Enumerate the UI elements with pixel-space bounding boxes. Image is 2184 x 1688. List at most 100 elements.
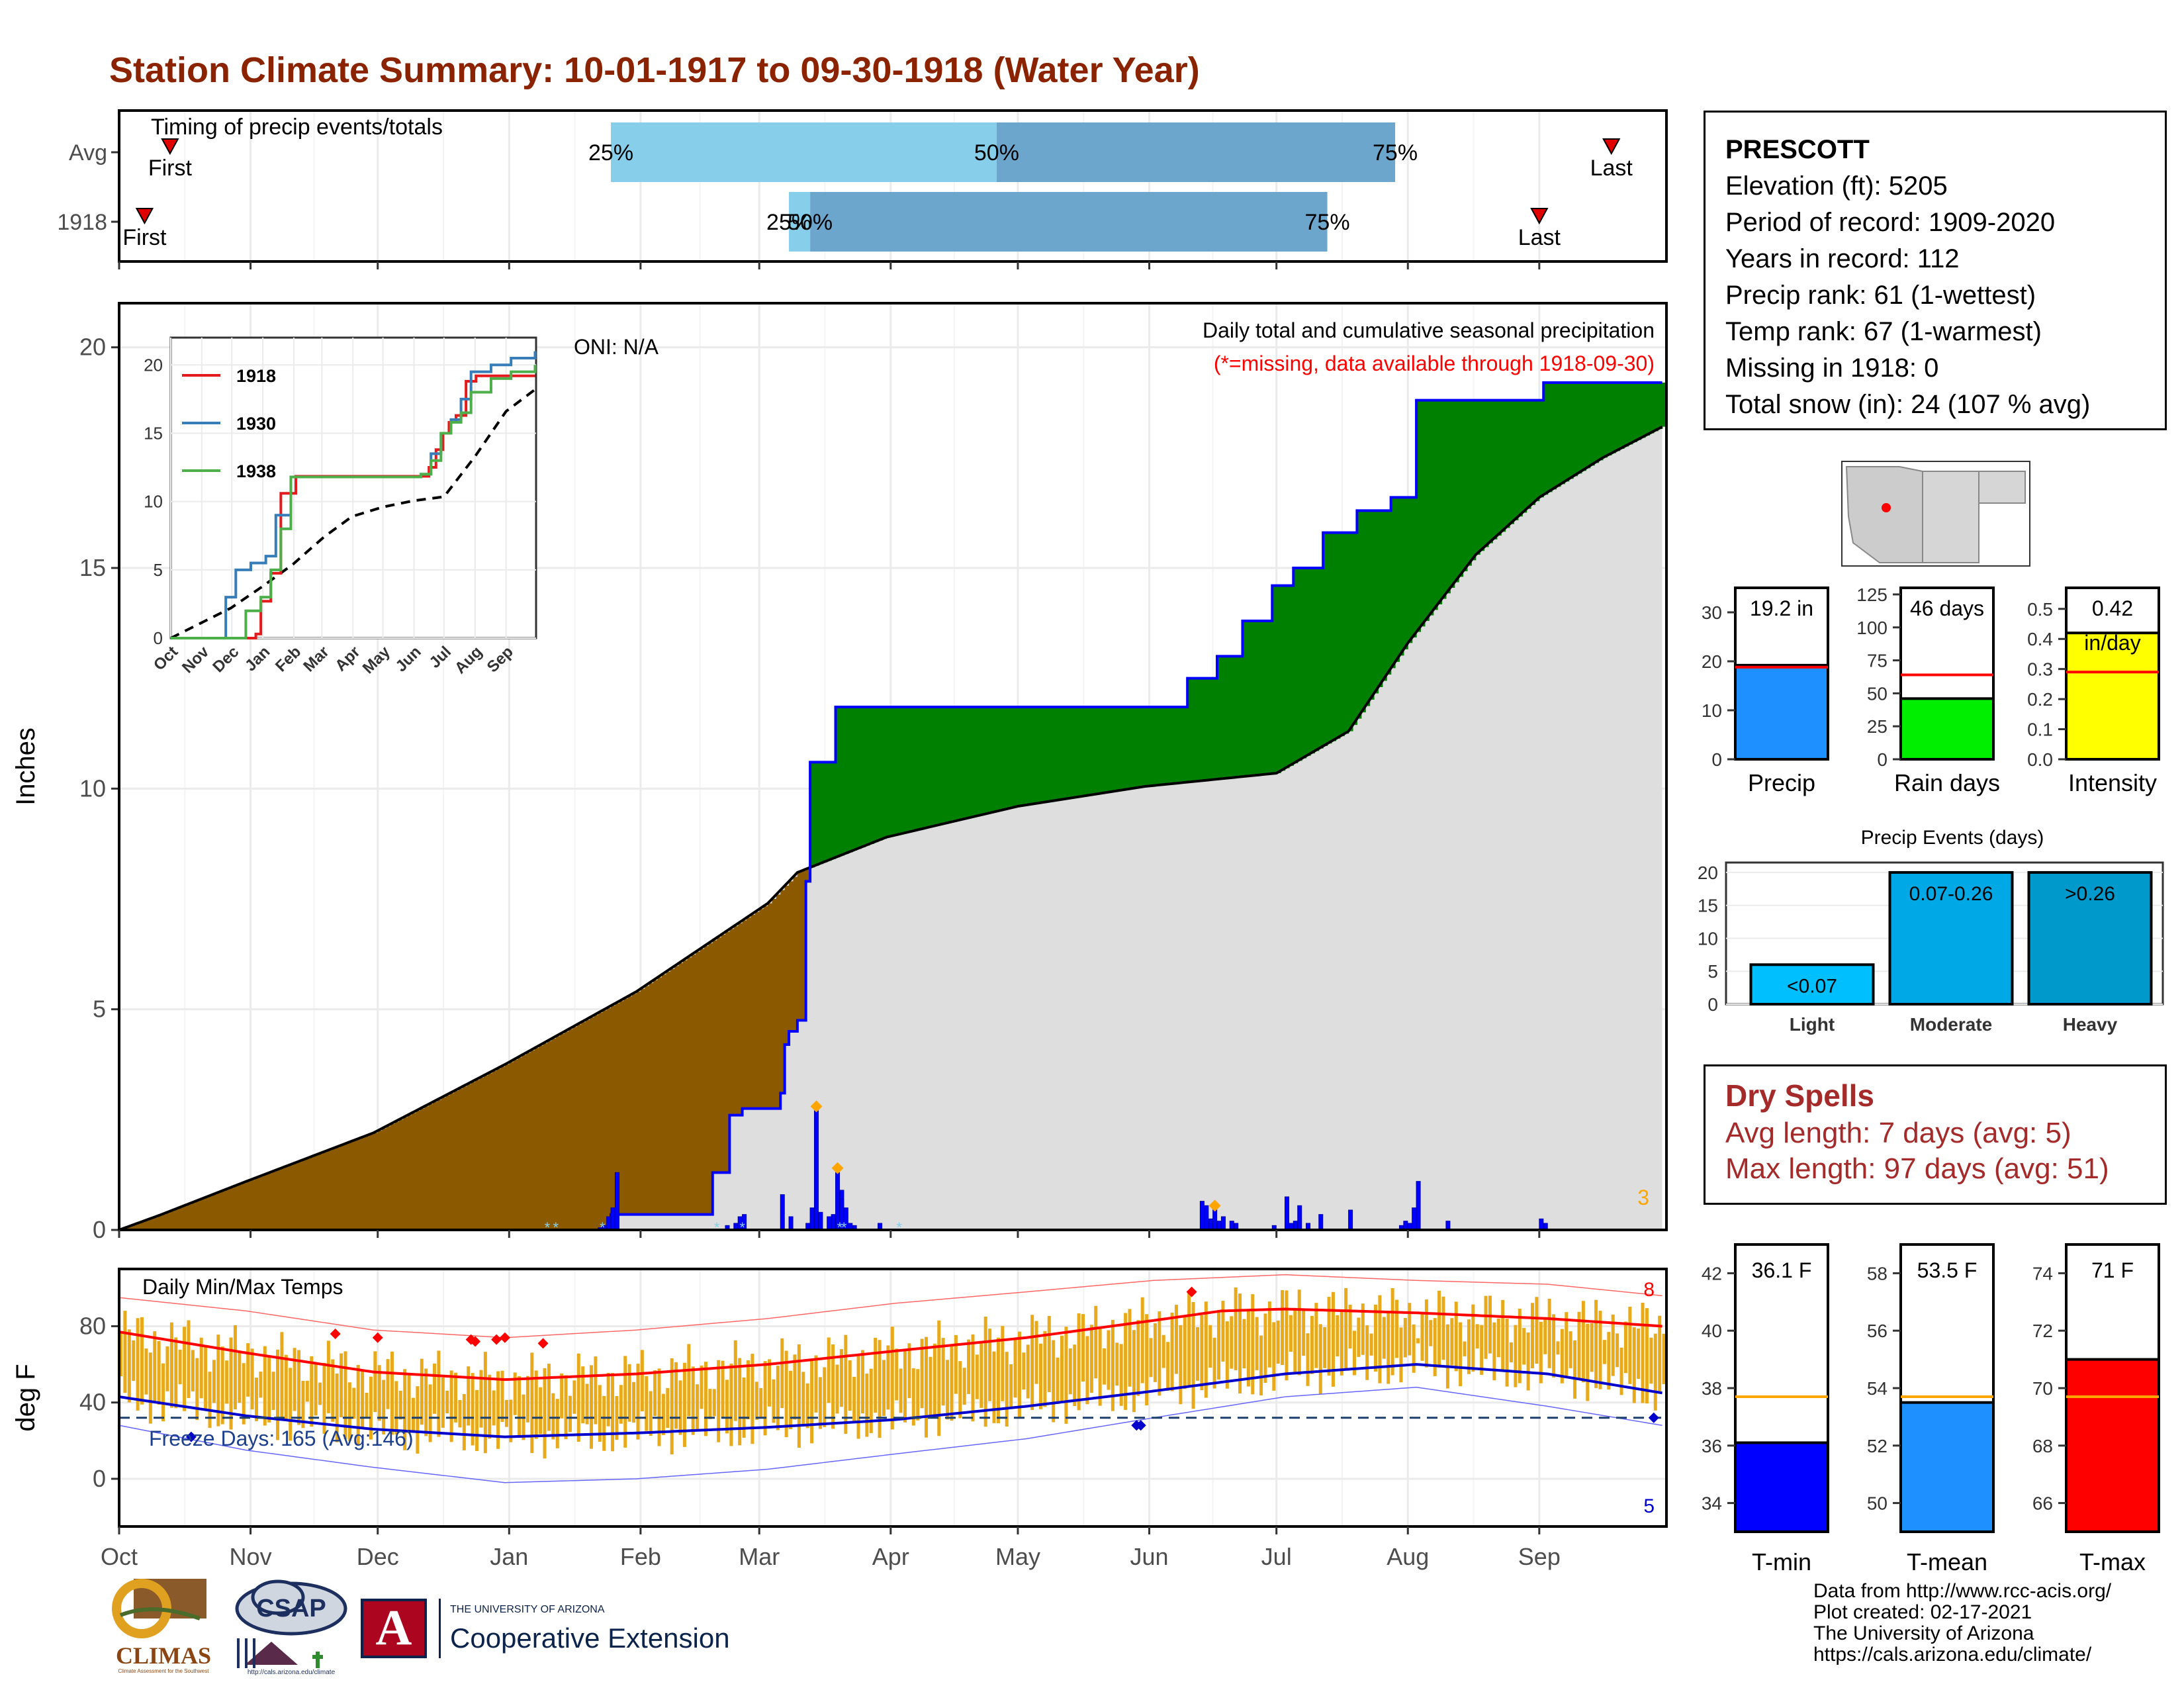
y-tick-label: 5 <box>93 996 106 1023</box>
y-tick-label: 38 <box>1702 1378 1722 1399</box>
station-name: PRESCOTT <box>1725 135 1870 164</box>
record-high-count: 8 <box>1643 1279 1655 1301</box>
x-tick-label: Feb <box>620 1543 661 1570</box>
last-event-label: Last <box>1518 225 1561 250</box>
summary-value-text: 53.5 F <box>1917 1258 1978 1282</box>
daily-precip-bar <box>1412 1207 1417 1231</box>
y-tick-label: 72 <box>2032 1321 2053 1341</box>
y-tick-label: 15 <box>79 554 106 581</box>
credit-data-source: Data from http://www.rcc-acis.org/ <box>1813 1580 2112 1602</box>
summary-panel-t-max: 71 F 66 68 70 72 74 T-max <box>2032 1243 2160 1575</box>
x-tick-label: Nov <box>230 1543 272 1570</box>
ua-small-text: THE UNIVERSITY OF ARIZONA <box>450 1604 605 1615</box>
inset-x-tick-label: Sep <box>484 643 517 676</box>
record-low-marker <box>1135 1420 1146 1431</box>
x-tick-label: Oct <box>101 1543 138 1570</box>
summary-panel-label: Precip <box>1748 769 1815 796</box>
y-tick-label: 10 <box>79 774 106 802</box>
y-tick-label: 36 <box>1702 1436 1722 1456</box>
first-event-label: First <box>122 225 167 250</box>
inset-x-tick-label: Feb <box>272 643 304 675</box>
y-tick-label: 50 <box>1867 683 1888 704</box>
precip-y-axis-label: Inches <box>11 727 40 806</box>
station-precip-rank: Precip rank: 61 (1-wettest) <box>1725 281 2036 310</box>
station-location-marker <box>1882 503 1891 512</box>
dry-spells-avg: Avg length: 7 days (avg: 5) <box>1725 1117 2071 1149</box>
summary-value-bar <box>1734 1441 1829 1533</box>
y-tick-label: 42 <box>1702 1263 1722 1284</box>
station-temp-rank: Temp rank: 67 (1-warmest) <box>1725 317 2042 346</box>
precip-corner-count: 3 <box>1637 1186 1649 1209</box>
inset-x-tick-label: Aug <box>451 643 486 677</box>
station-years: Years in record: 112 <box>1725 244 1960 273</box>
y-tick-label: 0 <box>1877 749 1888 770</box>
summary-panel-precip: 19.2 in 0 10 20 30 Precip <box>1702 586 1829 796</box>
precip-annotation-title: Daily total and cumulative seasonal prec… <box>1203 318 1655 342</box>
daily-precip-bar <box>1318 1214 1324 1231</box>
record-low-marker <box>185 1431 197 1442</box>
missing-marker: * <box>553 1219 559 1236</box>
inset-y-tick-label: 20 <box>144 355 163 375</box>
y-tick-label: 0 <box>1707 994 1718 1015</box>
station-missing: Missing in 1918: 0 <box>1725 353 1939 383</box>
record-high-marker <box>491 1334 502 1345</box>
station-total-snow: Total snow (in): 24 (107 % avg) <box>1725 390 2091 419</box>
precip-event-category: Moderate <box>1910 1014 1992 1035</box>
x-tick-label: Sep <box>1518 1543 1561 1570</box>
timing-bar-q2 <box>810 192 1328 252</box>
summary-value-text: 71 F <box>2091 1258 2134 1282</box>
dry-spells-box: Dry Spells Avg length: 7 days (avg: 5) M… <box>1704 1064 2167 1205</box>
credits: Data from http://www.rcc-acis.org/ Plot … <box>1813 1581 2111 1665</box>
summary-value-text: 46 days <box>1910 596 1984 620</box>
daily-precip-bar <box>780 1194 785 1231</box>
y-tick-label: 5 <box>1707 961 1718 982</box>
summary-value-text: 36.1 F <box>1752 1258 1812 1282</box>
inset-legend-label: 1938 <box>236 461 276 481</box>
inset-x-tick-label: Apr <box>332 643 363 675</box>
temps-panel: Daily Min/Max Temps Freeze Days: 165 (Avg… <box>11 1268 1668 1570</box>
precip-event-bar-label: <0.07 <box>1787 975 1837 997</box>
inset-x-tick-label: Nov <box>179 643 213 677</box>
daily-precip-bar <box>827 1216 832 1231</box>
csap-cloud-icon <box>235 1579 347 1668</box>
timing-title: Timing of precip events/totals <box>151 115 443 140</box>
record-low-line <box>118 1386 1662 1483</box>
record-precip-marker <box>1208 1199 1221 1212</box>
ua-block-a-icon <box>361 1599 427 1658</box>
freeze-days-label: Freeze Days: 165 (Avg:146) <box>149 1427 414 1450</box>
temps-y-axis-label: deg F <box>11 1364 40 1431</box>
csap-logo-text: CSAP <box>256 1595 326 1622</box>
record-low-count: 5 <box>1643 1495 1655 1517</box>
record-high-marker <box>372 1332 383 1343</box>
daily-precip-bar <box>610 1207 615 1231</box>
y-tick-label: 20 <box>79 334 106 361</box>
timing-bar-q1 <box>611 122 997 182</box>
y-tick-label: 15 <box>1698 896 1718 916</box>
precip-events-title: Precip Events (days) <box>1861 827 2044 849</box>
record-high-line <box>118 1274 1662 1338</box>
x-tick-label: Jan <box>490 1543 528 1570</box>
ua-letter: A <box>375 1600 412 1656</box>
y-tick-label: 56 <box>1867 1321 1888 1341</box>
timing-row-label: 1918 <box>57 210 107 235</box>
tmin-normal-line <box>118 1363 1662 1438</box>
first-event-marker <box>161 138 179 156</box>
inset-x-tick-label: Jul <box>426 643 455 672</box>
inset-y-tick-label: 0 <box>154 628 163 648</box>
record-precip-marker <box>831 1162 844 1174</box>
y-tick-label: 66 <box>2032 1493 2053 1514</box>
summary-panel-label: Rain days <box>1894 769 2000 796</box>
y-tick-label: 52 <box>1867 1436 1888 1456</box>
y-tick-label: 0.2 <box>2027 689 2053 710</box>
y-tick-label: 70 <box>2032 1378 2053 1399</box>
missing-marker: * <box>896 1219 902 1236</box>
y-tick-label: 0.5 <box>2027 599 2053 620</box>
daily-precip-bar <box>1348 1209 1353 1231</box>
station-elevation: Elevation (ft): 5205 <box>1725 171 1948 201</box>
y-tick-label: 68 <box>2032 1436 2053 1456</box>
summary-panel-label: Intensity <box>2068 769 2157 796</box>
csap-logo: CSAP http://cals.arizona.edu/climate <box>232 1579 351 1678</box>
station-info-box: PRESCOTT Elevation (ft): 5205 Period of … <box>1704 111 2167 430</box>
